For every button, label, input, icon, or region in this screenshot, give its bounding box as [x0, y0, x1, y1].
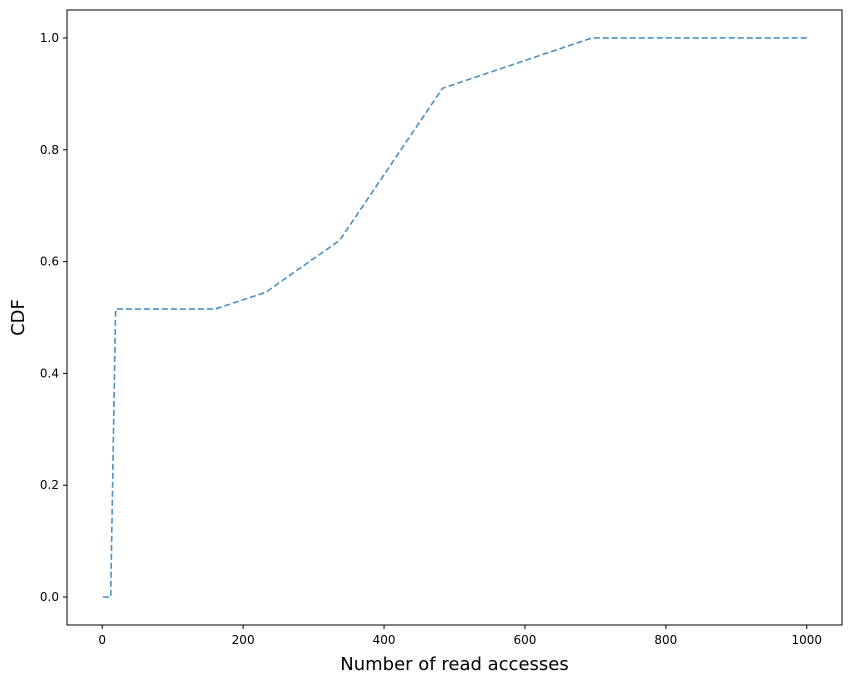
- x-tick-label: 200: [232, 633, 255, 647]
- y-tick-label: 0.6: [40, 255, 59, 269]
- y-tick-label: 1.0: [40, 31, 59, 45]
- y-tick-label: 0.0: [40, 590, 59, 604]
- y-tick-label: 0.4: [40, 366, 59, 380]
- plot-layer: [102, 37, 807, 598]
- y-axis-label: CDF: [8, 299, 29, 336]
- y-axis-ticks: 0.0 0.2 0.4 0.6 0.8 1.0: [40, 31, 67, 604]
- y-tick-label: 0.8: [40, 143, 59, 157]
- x-tick-label: 400: [373, 633, 396, 647]
- y-tick-label: 0.2: [40, 478, 59, 492]
- plot-frame: [66, 9, 843, 626]
- x-axis-ticks: 0 200 400 600 800 1000: [98, 625, 822, 647]
- x-axis-label: Number of read accesses: [340, 654, 568, 675]
- x-tick-label: 600: [514, 633, 537, 647]
- x-tick-label: 1000: [791, 633, 822, 647]
- cdf-series-line: [102, 37, 807, 598]
- x-tick-label: 0: [98, 633, 106, 647]
- x-tick-label: 800: [654, 633, 677, 647]
